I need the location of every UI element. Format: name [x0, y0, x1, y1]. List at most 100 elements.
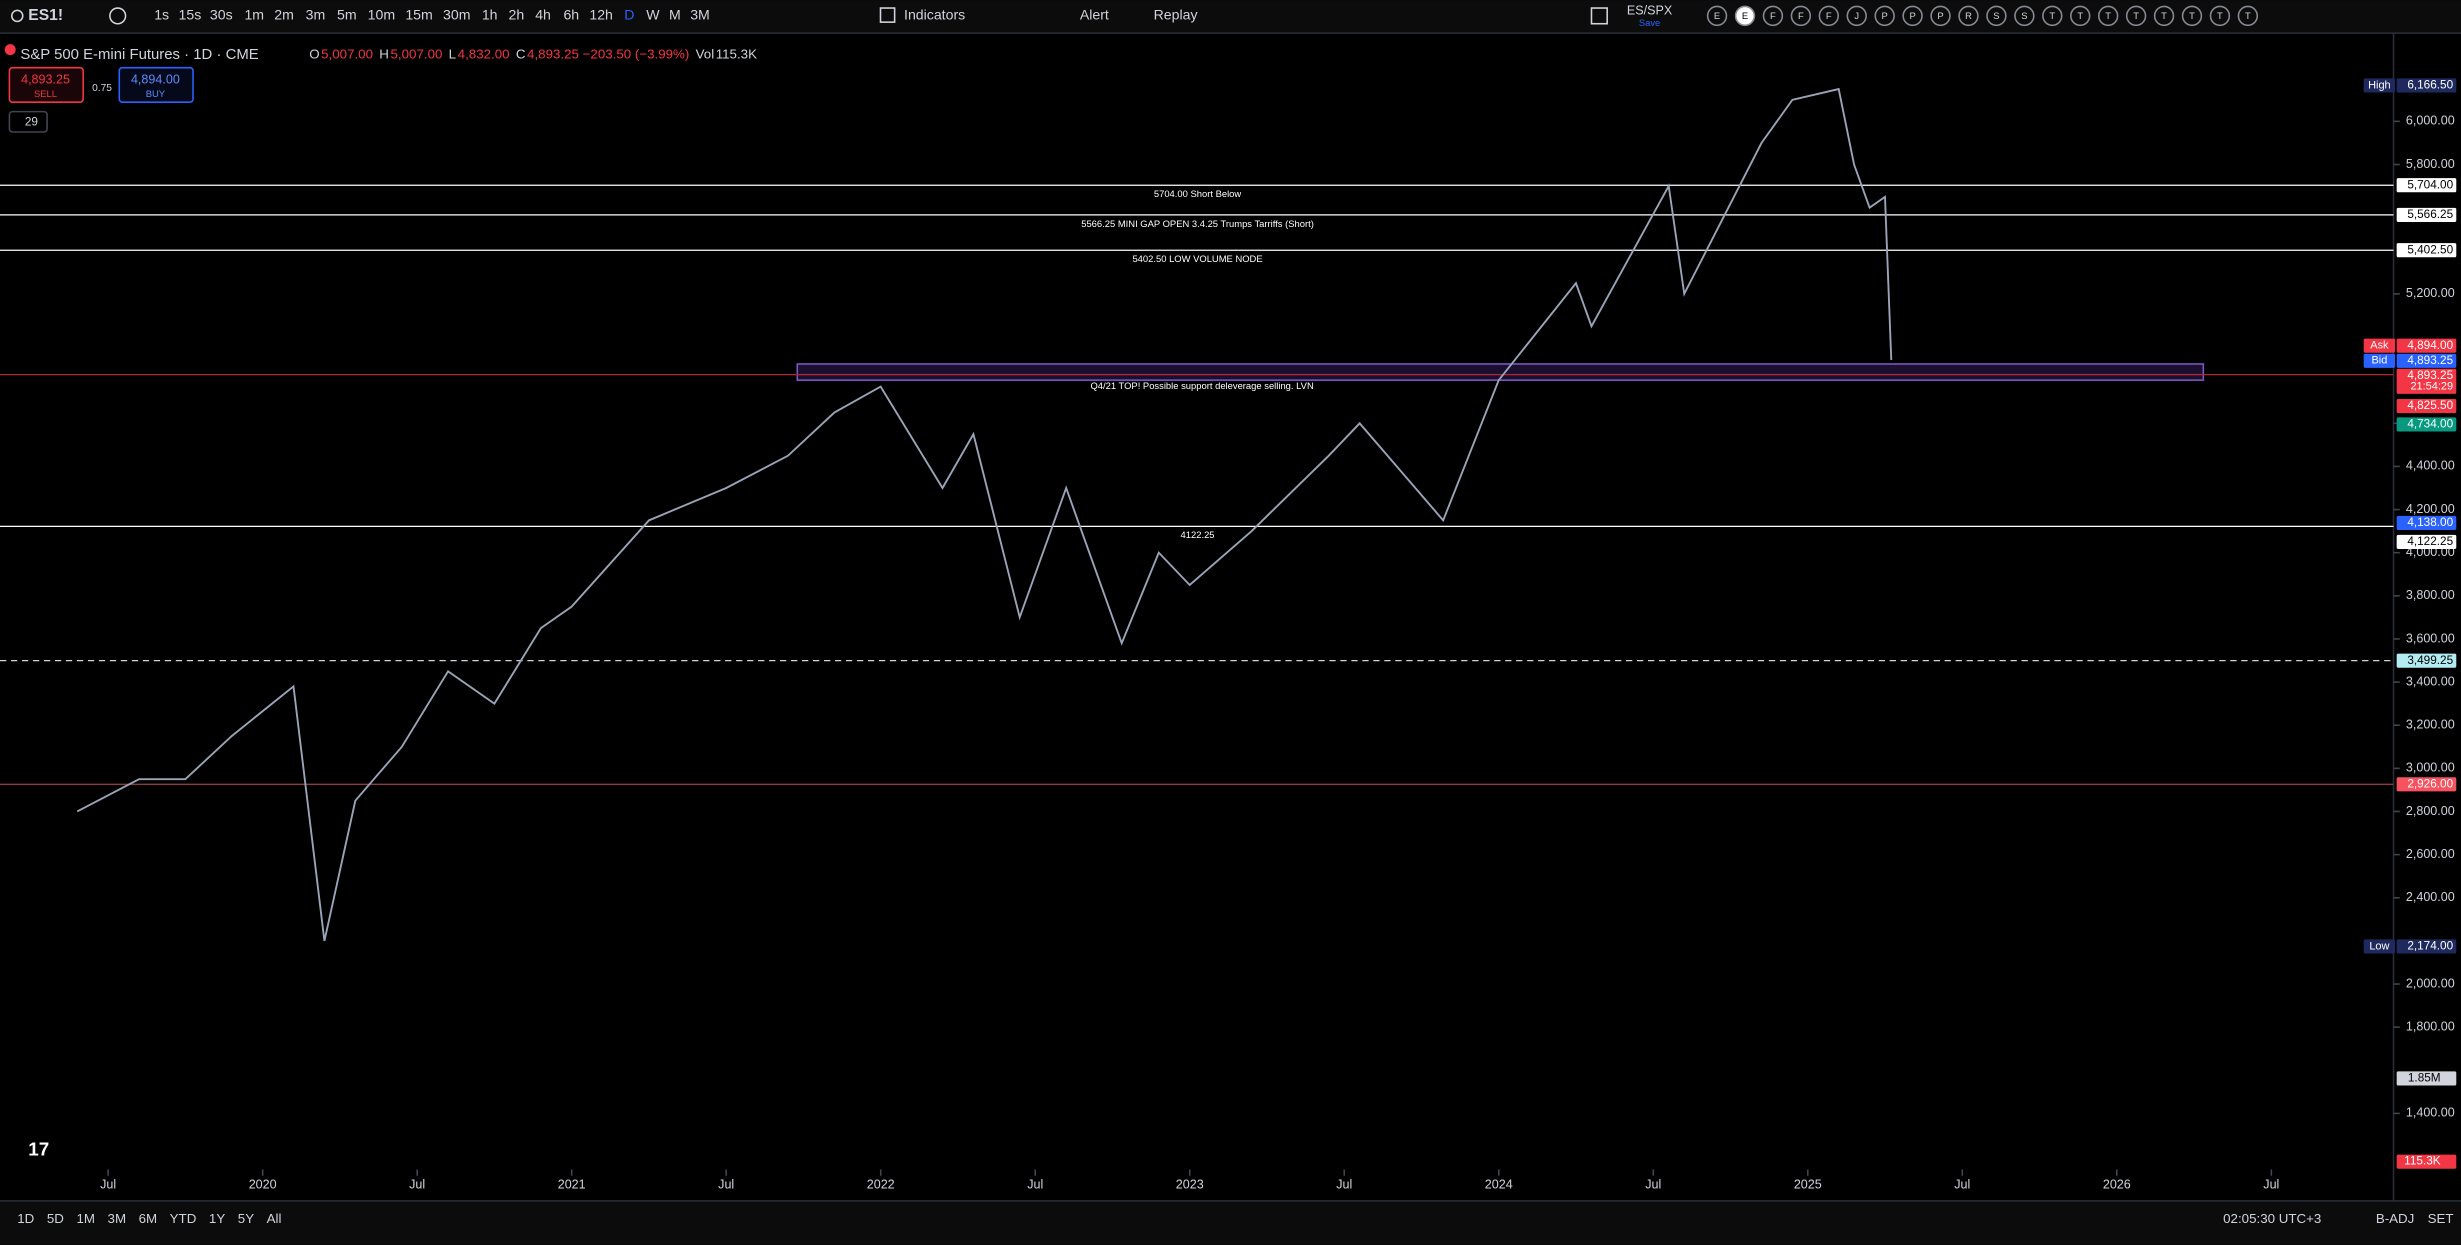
range-button[interactable]: YTD — [170, 1211, 197, 1226]
interval-button[interactable]: 1s — [154, 7, 169, 23]
indicators-button[interactable]: Indicators — [904, 7, 965, 23]
watchlist-letter[interactable]: S — [1993, 10, 1999, 21]
tv-logo: 17 — [28, 1139, 49, 1160]
watchlist-chip[interactable] — [1930, 5, 1951, 27]
watchlist-chip[interactable] — [2237, 5, 2259, 27]
interval-button[interactable]: 3m — [306, 7, 326, 23]
interval-button[interactable]: 1m — [244, 7, 264, 23]
indicator-count[interactable]: 29 — [25, 116, 38, 129]
volume-badge — [2396, 1071, 2457, 1086]
watchlist-chip[interactable] — [2014, 5, 2035, 27]
watchlist-chip[interactable] — [1846, 5, 1867, 27]
interval-button[interactable]: 2m — [274, 7, 294, 23]
watchlist-chip[interactable] — [1762, 5, 1784, 27]
interval-button[interactable]: W — [646, 7, 660, 23]
interval-button[interactable]: 30s — [210, 7, 233, 23]
watchlist-chip[interactable] — [2153, 5, 2175, 27]
watchlist-chip[interactable] — [1790, 5, 1812, 27]
interval-button[interactable]: 3M — [690, 7, 710, 23]
range-button[interactable]: All — [267, 1211, 282, 1226]
range-button[interactable]: 1M — [76, 1211, 95, 1226]
range-button[interactable]: 1D — [17, 1211, 34, 1226]
compare-symbol[interactable]: ES/SPX — [1627, 3, 1673, 17]
badge-tag-label: High — [2368, 79, 2391, 91]
settlement-toggle[interactable]: SET — [2428, 1211, 2454, 1226]
watchlist-letter[interactable]: J — [1854, 10, 1859, 21]
adjust-toggle[interactable]: B-ADJ — [2376, 1211, 2415, 1226]
watchlist-letter[interactable]: E — [1714, 10, 1720, 21]
watchlist-chip[interactable] — [2097, 5, 2119, 27]
watchlist-letter[interactable]: E — [1742, 10, 1748, 21]
alert-button[interactable]: Alert — [1080, 7, 1109, 23]
price-line — [76, 87, 1893, 942]
buy-button[interactable] — [118, 66, 194, 103]
price-badge — [2396, 178, 2457, 193]
symbol[interactable]: ES1! — [28, 7, 63, 24]
interval-button[interactable]: 15s — [179, 7, 202, 23]
watchlist-letter[interactable]: T — [2161, 10, 2167, 21]
legend-value: 4,832.00 — [458, 47, 510, 62]
interval-button[interactable]: D — [624, 7, 634, 23]
watchlist-chip[interactable] — [2209, 5, 2231, 27]
watchlist-letter[interactable]: T — [2133, 10, 2139, 21]
y-tick-label: 2,000.00 — [2406, 976, 2455, 990]
indicator-toggle[interactable] — [8, 110, 48, 133]
watchlist-chip[interactable] — [1818, 5, 1840, 27]
interval-button[interactable]: 6h — [563, 7, 579, 23]
sell-button[interactable] — [8, 66, 84, 103]
interval-button[interactable]: 30m — [443, 7, 470, 23]
interval-button[interactable]: 10m — [368, 7, 395, 23]
watchlist-letter[interactable]: T — [2217, 10, 2223, 21]
watchlist-letter[interactable]: T — [2189, 10, 2195, 21]
interval-button[interactable]: 1h — [482, 7, 498, 23]
price-badge — [2396, 417, 2457, 432]
search-icon[interactable] — [10, 9, 24, 23]
watchlist-chip[interactable] — [2125, 5, 2147, 27]
watchlist-chip[interactable] — [1734, 5, 1756, 27]
watchlist-letter[interactable]: P — [1909, 10, 1915, 21]
watchlist-letter[interactable]: S — [2021, 10, 2027, 21]
buy-price[interactable]: 4,894.00 — [131, 73, 180, 87]
add-symbol[interactable] — [109, 7, 127, 25]
watchlist-letter[interactable]: P — [1882, 10, 1888, 21]
sell-label[interactable]: SELL — [34, 88, 57, 99]
compare-checkbox[interactable] — [1590, 7, 1608, 25]
interval-button[interactable]: 4h — [535, 7, 551, 23]
sell-price[interactable]: 4,893.25 — [21, 73, 70, 87]
watchlist-letter[interactable]: F — [1770, 10, 1776, 21]
watchlist-chip[interactable] — [2181, 5, 2203, 27]
buy-label[interactable]: BUY — [146, 88, 166, 99]
interval-button[interactable]: 5m — [337, 7, 357, 23]
range-button[interactable]: 1Y — [209, 1211, 225, 1226]
compare-save[interactable]: Save — [1639, 17, 1660, 28]
watchlist-chip[interactable] — [1902, 5, 1923, 27]
range-button[interactable]: 6M — [139, 1211, 158, 1226]
watchlist-chip[interactable] — [1958, 5, 1979, 27]
badge-price: 5,566.25 — [2407, 208, 2453, 221]
y-tick-label: 2,800.00 — [2406, 804, 2455, 818]
watchlist-letter[interactable]: T — [2245, 10, 2251, 21]
range-button[interactable]: 3M — [108, 1211, 127, 1226]
watchlist-chip[interactable] — [1706, 5, 1728, 27]
interval-button[interactable]: 15m — [405, 7, 432, 23]
replay-button[interactable]: Replay — [1154, 7, 1199, 23]
watchlist-letter[interactable]: F — [1798, 10, 1804, 21]
badge-price: 4,825.50 — [2407, 399, 2453, 412]
interval-button[interactable]: M — [669, 7, 681, 23]
watchlist-chip[interactable] — [1986, 5, 2007, 27]
legend-title: S&P 500 E-mini Futures · 1D · CME — [20, 47, 258, 63]
range-button[interactable]: 5D — [47, 1211, 64, 1226]
watchlist-letter[interactable]: F — [1826, 10, 1832, 21]
interval-button[interactable]: 12h — [589, 7, 613, 23]
watchlist-letter[interactable]: T — [2105, 10, 2111, 21]
watchlist-letter[interactable]: P — [1937, 10, 1943, 21]
watchlist-chip[interactable] — [2070, 5, 2091, 27]
y-tick-label: 3,000.00 — [2406, 761, 2455, 775]
watchlist-chip[interactable] — [2042, 5, 2063, 27]
range-button[interactable]: 5Y — [238, 1211, 254, 1226]
watchlist-chip[interactable] — [1874, 5, 1895, 27]
interval-button[interactable]: 2h — [509, 7, 525, 23]
watchlist-letter[interactable]: R — [1965, 10, 1972, 21]
watchlist-letter[interactable]: T — [2049, 10, 2055, 21]
watchlist-letter[interactable]: T — [2077, 10, 2083, 21]
